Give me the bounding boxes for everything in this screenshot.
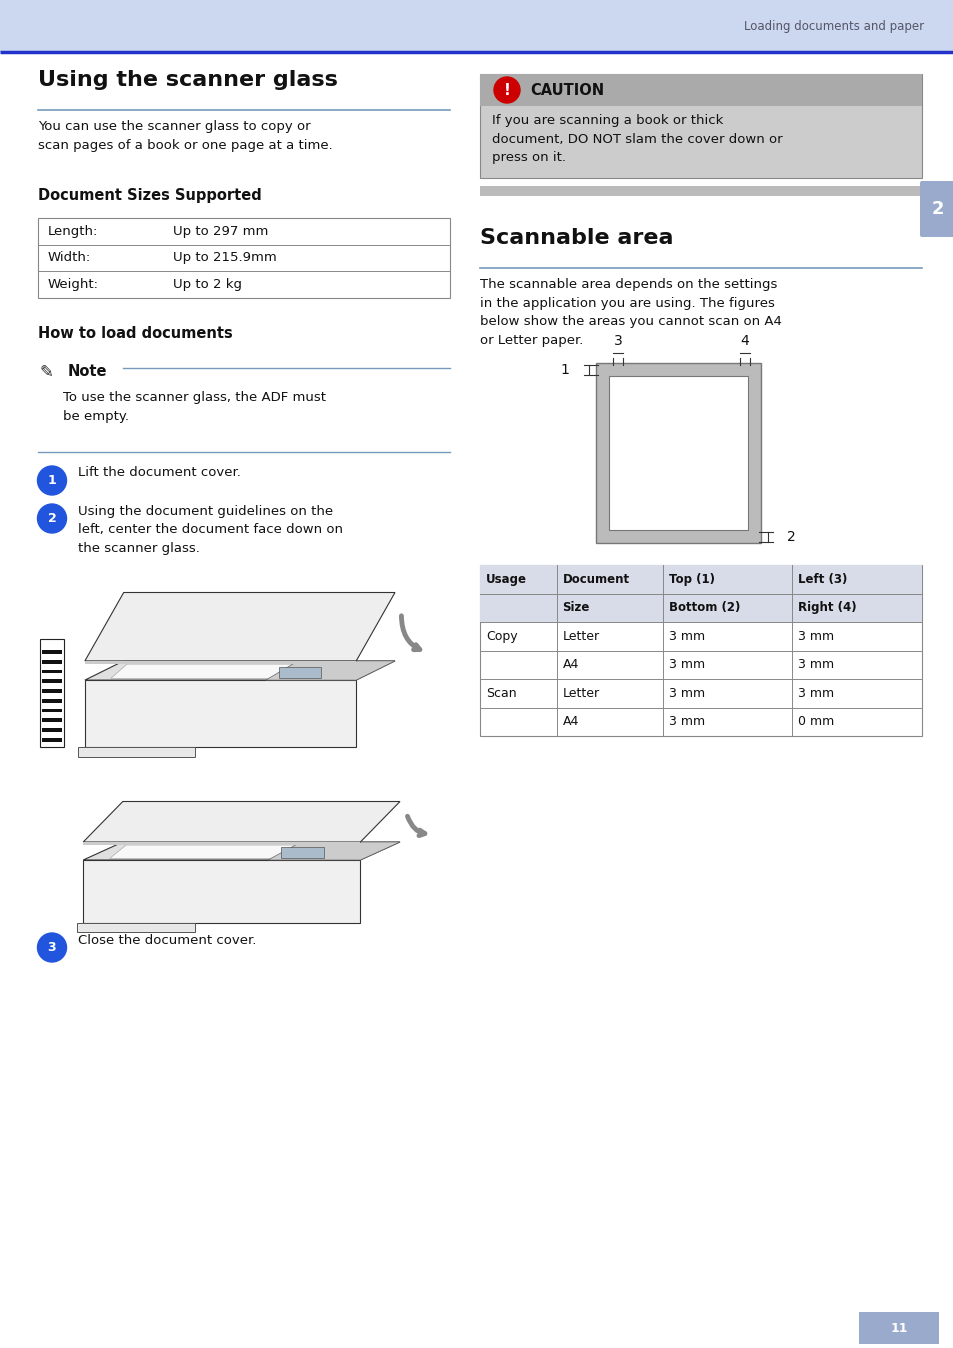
Text: 2: 2	[48, 512, 56, 524]
Text: You can use the scanner glass to copy or
scan pages of a book or one page at a t: You can use the scanner glass to copy or…	[38, 120, 333, 151]
Bar	[858, 1312, 938, 1344]
Text: To use the scanner glass, the ADF must
be empty.: To use the scanner glass, the ADF must b…	[63, 391, 326, 423]
Circle shape	[37, 933, 67, 962]
Text: Size: Size	[562, 601, 589, 615]
Bar	[479, 186, 921, 195]
Polygon shape	[83, 842, 399, 860]
Text: Letter: Letter	[562, 630, 599, 643]
Text: 2: 2	[786, 530, 795, 543]
Text: 3 mm: 3 mm	[798, 658, 834, 671]
Bar	[479, 74, 921, 178]
Polygon shape	[76, 923, 195, 931]
Text: Up to 297 mm: Up to 297 mm	[172, 225, 268, 237]
Bar	[38, 218, 450, 298]
Circle shape	[494, 77, 519, 102]
Text: Usage: Usage	[485, 573, 526, 586]
Text: CAUTION: CAUTION	[530, 82, 603, 97]
Text: Width:: Width:	[48, 251, 91, 264]
Text: Close the document cover.: Close the document cover.	[78, 934, 256, 946]
Bar	[42, 679, 62, 683]
Polygon shape	[110, 845, 343, 859]
Text: 3: 3	[48, 941, 56, 954]
Bar	[0, 0, 953, 53]
Bar	[42, 698, 62, 702]
Text: 3 mm: 3 mm	[798, 630, 834, 643]
Bar	[42, 718, 62, 723]
Text: 3 mm: 3 mm	[668, 716, 704, 728]
Text: Bottom (2): Bottom (2)	[668, 601, 740, 615]
Text: How to load documents: How to load documents	[38, 325, 233, 341]
Polygon shape	[83, 842, 360, 845]
Text: If you are scanning a book or thick
document, DO NOT slam the cover down or
pres: If you are scanning a book or thick docu…	[492, 115, 781, 164]
Text: Copy: Copy	[485, 630, 517, 643]
Text: A4: A4	[562, 658, 578, 671]
Bar	[42, 728, 62, 732]
Text: A4: A4	[562, 716, 578, 728]
Bar	[479, 593, 921, 621]
Bar	[40, 639, 64, 747]
FancyBboxPatch shape	[919, 181, 953, 237]
Text: 3 mm: 3 mm	[668, 658, 704, 671]
Bar	[42, 670, 62, 673]
Bar	[609, 376, 747, 530]
Text: 3: 3	[613, 334, 621, 348]
Text: The scannable area depends on the settings
in the application you are using. The: The scannable area depends on the settin…	[479, 278, 781, 346]
Bar	[596, 363, 760, 543]
Polygon shape	[78, 747, 194, 756]
Text: Scan: Scan	[485, 686, 517, 700]
Circle shape	[37, 504, 67, 532]
Polygon shape	[268, 842, 399, 860]
Bar	[42, 709, 62, 713]
Polygon shape	[111, 665, 339, 678]
Text: Lift the document cover.: Lift the document cover.	[78, 466, 240, 480]
Polygon shape	[85, 681, 355, 747]
Polygon shape	[266, 661, 395, 681]
Text: Letter: Letter	[562, 686, 599, 700]
Bar	[479, 565, 921, 736]
Polygon shape	[85, 661, 355, 665]
Text: Left (3): Left (3)	[798, 573, 847, 586]
Bar	[281, 848, 324, 857]
Polygon shape	[85, 593, 395, 661]
Bar	[42, 689, 62, 693]
Polygon shape	[85, 661, 395, 681]
Bar	[42, 659, 62, 663]
Text: 3 mm: 3 mm	[668, 686, 704, 700]
Text: ✎: ✎	[40, 364, 53, 381]
Text: 11: 11	[889, 1321, 907, 1335]
Polygon shape	[83, 860, 360, 923]
Bar	[479, 74, 921, 106]
Text: 4: 4	[740, 334, 748, 348]
Text: Up to 215.9mm: Up to 215.9mm	[172, 251, 276, 264]
Text: Document Sizes Supported: Document Sizes Supported	[38, 187, 261, 204]
Text: 1: 1	[48, 474, 56, 487]
Text: Using the document guidelines on the
left, center the document face down on
the : Using the document guidelines on the lef…	[78, 504, 343, 554]
Circle shape	[37, 466, 67, 495]
Text: Up to 2 kg: Up to 2 kg	[172, 278, 242, 291]
Bar	[42, 650, 62, 654]
Polygon shape	[83, 802, 399, 842]
Text: Weight:: Weight:	[48, 278, 99, 291]
Text: Note: Note	[68, 364, 108, 379]
Text: 2: 2	[931, 200, 943, 218]
Text: 3 mm: 3 mm	[668, 630, 704, 643]
Text: !: !	[503, 82, 510, 97]
Text: Length:: Length:	[48, 225, 98, 237]
Text: 1: 1	[559, 363, 568, 376]
Text: 0 mm: 0 mm	[798, 716, 834, 728]
Text: Right (4): Right (4)	[798, 601, 856, 615]
Text: Top (1): Top (1)	[668, 573, 714, 586]
Text: 3 mm: 3 mm	[798, 686, 834, 700]
Text: Scannable area: Scannable area	[479, 228, 673, 248]
Text: Using the scanner glass: Using the scanner glass	[38, 70, 337, 90]
Bar	[278, 666, 320, 678]
Text: Loading documents and paper: Loading documents and paper	[743, 19, 923, 32]
Bar	[479, 565, 921, 593]
Bar	[42, 739, 62, 741]
Text: Document: Document	[562, 573, 629, 586]
